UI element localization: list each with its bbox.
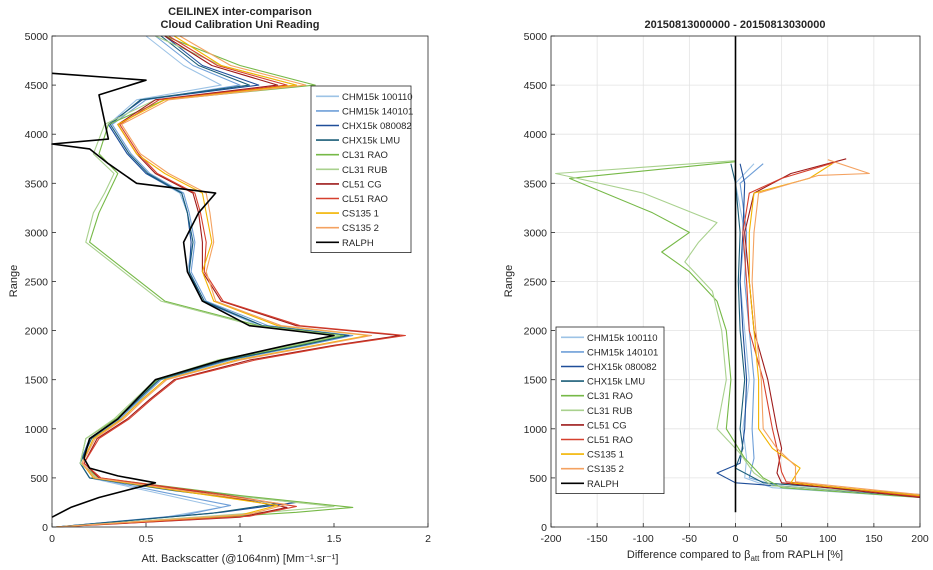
right-legend-label: CHM15k 140101 — [587, 347, 658, 358]
right-x-axis-label: Difference compared to βatt from RAPLH [… — [627, 549, 843, 563]
right-x-axis-label-tail: from RAPLH [%] — [759, 549, 843, 561]
left-series-line — [55, 35, 348, 528]
left-y-tick-label: 500 — [30, 473, 48, 485]
right-legend-label: CS135 2 — [587, 464, 624, 475]
left-y-tick-label: 0 — [42, 522, 48, 534]
right-y-tick-label: 2500 — [524, 277, 548, 289]
left-legend-label: CL51 RAO — [342, 194, 388, 205]
right-y-tick-label: 0 — [541, 522, 547, 534]
right-legend-label: RALPH — [587, 479, 619, 490]
right-x-tick-label: -150 — [587, 533, 608, 545]
left-x-axis-label: Att. Backscatter (@1064nm) [Mm⁻¹.sr⁻¹] — [142, 553, 339, 565]
right-x-tick-label: -200 — [540, 533, 561, 545]
right-legend-label: CHM15k 100110 — [587, 333, 658, 344]
right-y-tick-label: 1500 — [524, 375, 548, 387]
right-y-tick-label: 5000 — [524, 31, 548, 43]
left-y-tick-label: 3000 — [25, 227, 49, 239]
right-series-line — [734, 163, 921, 499]
left-legend-label: CS135 2 — [342, 223, 379, 234]
right-x-axis-label-sub: att — [750, 554, 760, 563]
left-x-tick-label: 0.5 — [139, 533, 154, 545]
left-x-tick-label: 2 — [425, 533, 431, 545]
right-series-line — [742, 161, 921, 498]
right-series-group — [555, 36, 921, 513]
left-series-line — [55, 35, 373, 528]
left-legend-label: CL51 CG — [342, 179, 382, 190]
right-legend-label: CS135 1 — [587, 450, 624, 461]
right-x-tick-label: 100 — [819, 533, 837, 545]
left-chart: CEILINEX inter-comparison Cloud Calibrat… — [8, 6, 431, 565]
left-legend: CHM15k 100110 CHM15k 140101 CHX15k 080082 C… — [310, 85, 413, 254]
left-legend-label: CL31 RUB — [342, 165, 387, 176]
right-y-tick-label: 1000 — [524, 424, 548, 436]
left-y-tick-label: 2500 — [25, 277, 49, 289]
left-y-tick-label: 3500 — [25, 178, 49, 190]
right-legend: CHM15k 100110 CHM15k 140101 CHX15k 080082 C… — [555, 326, 665, 495]
right-series-line — [748, 163, 921, 497]
left-y-axis-label: Range — [8, 265, 20, 297]
right-legend-label: CHX15k LMU — [587, 377, 645, 388]
left-y-tick-label: 1000 — [25, 424, 49, 436]
right-series-line — [555, 160, 921, 497]
left-y-tick-label: 1500 — [25, 375, 49, 387]
right-y-ticks: 0 500 1000 1500 2000 2500 3000 3500 4000 4500 5000 — [524, 31, 555, 534]
right-series-line — [716, 163, 921, 498]
left-x-tick-label: 1 — [237, 533, 243, 545]
left-series-line — [55, 35, 354, 528]
right-series-line — [739, 163, 921, 497]
left-series-line — [55, 35, 354, 528]
right-x-tick-label: 150 — [865, 533, 883, 545]
right-y-axis-label: Range — [503, 265, 515, 297]
right-x-tick-label: -50 — [682, 533, 697, 545]
left-legend-label: CHX15k LMU — [342, 136, 400, 147]
left-y-tick-label: 4500 — [25, 80, 49, 92]
left-series-line — [55, 35, 341, 528]
right-x-tick-label: 50 — [776, 533, 788, 545]
left-legend-label: CHM15k 100110 — [342, 92, 413, 103]
left-series-line — [51, 72, 335, 518]
left-chart-subtitle: Cloud Calibration Uni Reading — [161, 19, 320, 31]
left-series-line — [55, 35, 344, 528]
right-legend-label: CL31 RUB — [587, 406, 632, 417]
left-y-tick-label: 4000 — [25, 129, 49, 141]
right-series-line — [751, 159, 921, 496]
left-series-line — [55, 35, 350, 528]
left-legend-label: CL31 RAO — [342, 150, 388, 161]
left-series-group — [51, 35, 406, 528]
right-series-line — [730, 163, 921, 496]
right-chart: 20150813000000 - 20150813030000 -200 -150… — [503, 19, 929, 563]
right-y-tick-label: 3500 — [524, 178, 548, 190]
right-x-axis-label-main: Difference compared to β — [627, 549, 751, 561]
left-series-line — [55, 35, 406, 528]
right-chart-title: 20150813000000 - 20150813030000 — [644, 19, 825, 31]
left-x-ticks: 0 0.5 1 1.5 2 — [49, 523, 431, 545]
left-chart-title: CEILINEX inter-comparison — [168, 6, 312, 18]
left-legend-label: CHM15k 140101 — [342, 106, 413, 117]
right-series-line — [568, 161, 921, 499]
right-x-tick-label: -100 — [633, 533, 654, 545]
right-legend-label: CL31 RAO — [587, 391, 633, 402]
left-x-tick-label: 1.5 — [327, 533, 342, 545]
right-y-tick-label: 2000 — [524, 326, 548, 338]
right-x-tick-label: 0 — [733, 533, 739, 545]
right-legend-label: CL51 CG — [587, 420, 627, 431]
right-legend-label: CHX15k 080082 — [587, 362, 657, 373]
right-y-tick-label: 3000 — [524, 227, 548, 239]
left-y-ticks: 0 500 1000 1500 2000 2500 3000 3500 4000 4500 5000 — [25, 31, 56, 534]
left-legend-label: CHX15k 080082 — [342, 121, 412, 132]
left-y-tick-label: 5000 — [25, 31, 49, 43]
right-x-tick-label: 200 — [911, 533, 929, 545]
right-y-tick-label: 4000 — [524, 129, 548, 141]
left-legend-label: RALPH — [342, 238, 374, 249]
left-y-tick-label: 2000 — [25, 326, 49, 338]
right-series-line — [744, 158, 921, 499]
left-x-tick-label: 0 — [49, 533, 55, 545]
left-legend-label: CS135 1 — [342, 209, 379, 220]
right-x-ticks: -200 -150 -100 -50 0 50 100 150 200 — [540, 523, 929, 545]
right-y-tick-label: 4500 — [524, 80, 548, 92]
right-y-tick-label: 500 — [529, 473, 547, 485]
right-legend-label: CL51 RAO — [587, 435, 633, 446]
